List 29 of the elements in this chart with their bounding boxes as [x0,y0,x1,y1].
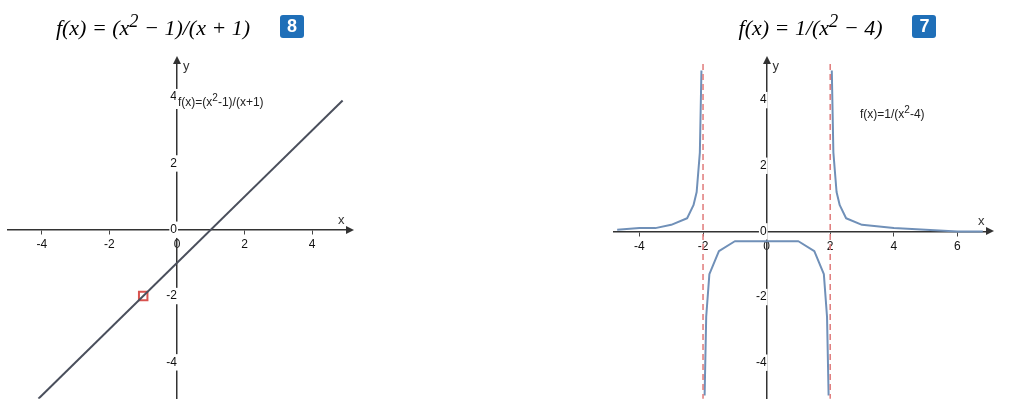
y-tick-label: 4 [170,89,178,104]
x-axis-title: x [978,213,985,229]
y-tick-label: -4 [166,354,178,369]
y-tick-label: 0 [170,222,178,237]
text: 7 [912,14,937,38]
text: 8 [280,14,305,38]
chart-title: f(x) = 1/(x$^{2}$ − 4) [738,10,883,42]
x-tick-label: -2 [697,238,709,253]
y-tick-label: 2 [759,158,767,173]
x-tick-label: -4 [36,237,48,252]
annotation: f(x)=1/(x$^{2}$-4) [858,104,927,121]
x-tick-label: -4 [634,238,646,253]
x-tick-label: 4 [308,237,316,252]
y-tick-label: 2 [170,155,178,170]
x-axis-title: x [338,211,345,227]
chart-title: f(x) = (x$^{2}$ − 1)/(x + 1) [55,10,251,42]
y-tick-label: -4 [755,355,767,370]
x-tick-label: 2 [241,237,249,252]
x-tick-label: 6 [954,238,962,253]
y-tick-label: -2 [755,289,767,304]
y-axis-title: y [772,58,780,73]
y-tick-label: 0 [759,223,767,238]
y-axis-title: y [183,58,190,73]
x-tick-label: 4 [890,238,898,253]
x-tick-label: -2 [104,237,116,252]
y-tick-label: -2 [166,288,178,303]
x-tick-label: 2 [826,238,834,253]
y-tick-label: 4 [759,92,767,107]
annotation: f(x)=(x$^{2}$-1)/(x+1) [176,92,266,109]
